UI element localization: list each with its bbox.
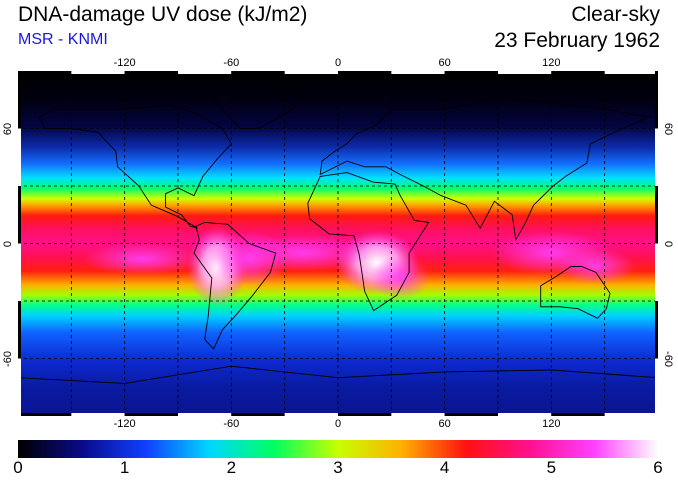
frame-segment: [178, 413, 232, 416]
frame-segment: [551, 413, 605, 416]
frame-segment: [655, 301, 658, 359]
sky-condition: Clear-sky: [571, 3, 660, 26]
lon-tick-label-top: 60: [438, 57, 451, 69]
frame-segment: [338, 413, 392, 416]
frame-segment: [231, 71, 285, 74]
frame-segment: [18, 243, 21, 301]
lon-tick-label-bottom: -60: [223, 418, 240, 430]
lat-tick-label-left: 60: [2, 122, 14, 135]
lon-tick-label-bottom: -120: [113, 418, 136, 430]
lat-tick-label-left: -60: [2, 350, 14, 367]
lat-tick-label-right: 0: [662, 240, 674, 247]
uv-hotspot: [370, 256, 431, 300]
colorbar: [18, 440, 658, 458]
lon-tick-label-top: 120: [542, 57, 561, 69]
coastline: [38, 105, 232, 229]
frame-segment: [18, 128, 21, 186]
frame-segment: [18, 358, 21, 416]
frame-segment: [498, 71, 552, 74]
frame-segment: [284, 413, 338, 416]
frame-segment: [444, 71, 498, 74]
frame-segment: [655, 358, 658, 416]
map-panel: [17, 71, 659, 416]
frame-segment: [655, 243, 658, 301]
frame-segment: [71, 71, 125, 74]
frame-segment: [18, 413, 72, 416]
colorbar-label: 4: [439, 458, 450, 477]
lon-tick-label-top: -60: [223, 57, 240, 69]
lat-tick-label-left: 0: [2, 240, 14, 247]
frame-segment: [18, 71, 72, 74]
frame-segment: [655, 186, 658, 244]
colorbar-labels: 0 1 2 3 4 5 6: [0, 458, 678, 480]
colorbar-label: 5: [546, 458, 557, 477]
frame-segment: [655, 71, 658, 129]
lat-tick-label-right: -60: [662, 350, 674, 367]
colorbar-label: 1: [119, 458, 130, 477]
frame-segment: [604, 71, 658, 74]
lon-tick-label-top: -120: [113, 57, 136, 69]
uv-hotspot: [555, 248, 636, 285]
frame-segment: [391, 413, 445, 416]
uv-dose-map: [17, 71, 659, 416]
frame-segment: [338, 71, 392, 74]
map-title: DNA-damage UV dose (kJ/m2): [18, 3, 308, 26]
frame-segment: [231, 413, 285, 416]
colorbar-ramp: [18, 440, 658, 458]
coastline: [319, 97, 651, 242]
frame-segment: [71, 413, 125, 416]
frame-segment: [551, 71, 605, 74]
frame-segment: [444, 413, 498, 416]
frame-segment: [124, 71, 178, 74]
frame-segment: [18, 71, 21, 129]
uv-hotspot: [232, 235, 373, 272]
uv-hotspot: [82, 242, 203, 275]
frame-segment: [178, 71, 232, 74]
colorbar-label: 2: [226, 458, 237, 477]
lon-tick-label-bottom: 60: [438, 418, 451, 430]
frame-segment: [604, 413, 658, 416]
lon-tick-label-bottom: 120: [542, 418, 561, 430]
map-date: 23 February 1962: [494, 29, 660, 52]
frame-segment: [391, 71, 445, 74]
colorbar-label: 3: [333, 458, 343, 477]
coastline: [193, 221, 277, 350]
coastline: [307, 172, 430, 312]
lon-tick-label-bottom: 0: [334, 418, 342, 430]
map-source: MSR - KNMI: [18, 31, 108, 48]
frame-segment: [284, 71, 338, 74]
frame-segment: [18, 186, 21, 244]
frame-segment: [498, 413, 552, 416]
frame-segment: [124, 413, 178, 416]
lon-tick-label-top: 0: [334, 57, 342, 69]
frame-segment: [18, 301, 21, 359]
lat-tick-label-right: 60: [662, 122, 674, 135]
colorbar-label: 6: [653, 458, 663, 477]
colorbar-label: 0: [13, 458, 23, 477]
frame-segment: [655, 128, 658, 186]
